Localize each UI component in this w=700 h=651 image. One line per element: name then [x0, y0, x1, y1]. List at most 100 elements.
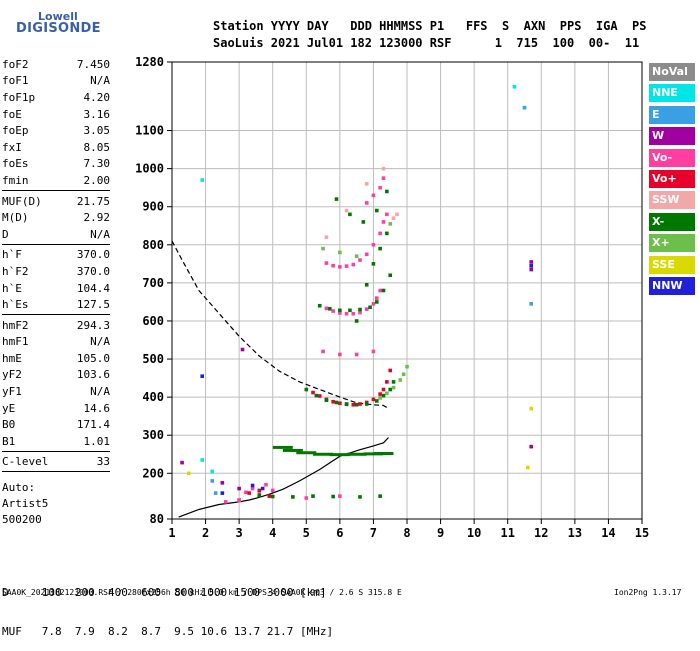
- data-point-vominus: [371, 349, 376, 354]
- param-name: yE: [2, 401, 16, 415]
- data-point-vominus: [304, 496, 309, 500]
- parameter-table: foF2 7.450 foF1 N/A foF1p 4.20 foE 3.16 foEp 3.05…: [2, 56, 110, 474]
- header-row-1: Station YYYY DAY DDD HHMMSS P1 FFS S AXN…: [213, 19, 647, 33]
- data-point-vominus: [237, 498, 241, 503]
- data-point-xminus: [388, 387, 393, 392]
- data-point-voplus: [388, 368, 393, 373]
- param-row: foEs 7.30: [2, 156, 110, 173]
- y-tick-label: 300: [142, 428, 164, 442]
- y-tick-label: 500: [142, 352, 164, 366]
- logo-lowell: Lowell: [38, 10, 78, 23]
- x-tick-label: 15: [635, 526, 649, 540]
- param-row: h`F 370.0: [2, 247, 110, 264]
- auto-label: Auto:: [2, 481, 36, 494]
- param-value: 1.01: [83, 434, 111, 448]
- x-tick-label: 7: [370, 526, 377, 540]
- muf-table: D 100 200 400 600 800 1000 1500 3000 [km…: [2, 560, 333, 651]
- e-trace-point: [329, 453, 350, 457]
- param-name: fxI: [2, 140, 22, 154]
- data-point-vominus: [364, 201, 369, 205]
- data-point-vominus: [374, 296, 379, 300]
- data-point-xplus: [321, 246, 325, 251]
- y-tick-label: 900: [142, 200, 164, 214]
- data-point-xminus: [331, 494, 335, 499]
- legend-item-nnw: NNW: [649, 276, 695, 295]
- x-tick-label: 3: [236, 526, 243, 540]
- data-point-w: [180, 460, 184, 465]
- param-value: 370.0: [76, 248, 110, 262]
- param-value: 294.3: [76, 318, 110, 332]
- data-point-xplus: [354, 254, 359, 259]
- param-name: foE: [2, 107, 22, 121]
- param-value: 14.6: [83, 401, 111, 415]
- data-point-vominus: [371, 193, 376, 198]
- data-point-ssw: [391, 216, 396, 220]
- data-point-vominus: [364, 307, 369, 311]
- auto-code: 500200: [2, 513, 42, 526]
- data-point-vominus: [338, 311, 342, 315]
- data-point-xminus: [257, 493, 262, 498]
- x-tick-label: 1: [168, 526, 175, 540]
- param-row: h`F2 370.0: [2, 263, 110, 280]
- data-point-e: [210, 479, 215, 483]
- data-point-vominus: [371, 302, 376, 306]
- param-row: B1 1.01: [2, 433, 110, 450]
- data-point-voplus: [385, 380, 389, 384]
- data-point-xminus: [378, 494, 382, 498]
- param-name: hmE: [2, 351, 22, 365]
- legend-item-ssw: SSW: [649, 191, 695, 210]
- data-point-ssw: [344, 208, 349, 213]
- data-point-voplus: [317, 394, 322, 398]
- data-point-xplus: [398, 378, 403, 382]
- legend-item-nne: NNE: [649, 84, 695, 103]
- e-trace-point: [313, 452, 334, 456]
- param-name: foF1p: [2, 90, 36, 104]
- data-point-xminus: [385, 231, 389, 236]
- param-row: yF1 N/A: [2, 383, 110, 400]
- y-tick-label: 600: [142, 314, 164, 328]
- data-point-xminus: [374, 300, 379, 304]
- legend-item-e: E: [649, 105, 695, 124]
- data-point-voplus: [371, 397, 376, 402]
- data-point-voplus: [247, 491, 252, 495]
- data-point-xminus: [317, 303, 322, 308]
- param-value: 103.6: [76, 368, 110, 382]
- x-tick-label: 9: [437, 526, 444, 540]
- data-point-e: [522, 105, 527, 110]
- data-point-sse: [526, 465, 530, 470]
- data-point-vominus: [378, 185, 382, 190]
- data-point-xminus: [291, 495, 295, 499]
- data-point-nne: [210, 469, 215, 474]
- param-name: C-level: [2, 455, 49, 469]
- param-value: 4.20: [83, 90, 111, 104]
- data-point-xplus: [378, 396, 382, 400]
- legend-item-vominus: Vo-: [649, 148, 695, 167]
- param-separator: [2, 471, 110, 473]
- param-row: h`Es 127.5: [2, 296, 110, 313]
- param-name: h`Es: [2, 298, 29, 312]
- param-value: 171.4: [76, 418, 110, 432]
- data-point-vominus: [324, 261, 329, 265]
- data-point-vominus: [338, 494, 342, 498]
- param-name: yF2: [2, 368, 22, 382]
- x-tick-label: 5: [303, 526, 310, 540]
- data-point-xminus: [334, 400, 339, 405]
- auto-program: Artist5: [2, 497, 49, 510]
- data-point-vominus: [244, 490, 248, 495]
- footer-file-info: SAA0K_2021182123000.RSF / 280fx256h 50 k…: [2, 588, 402, 597]
- data-point-nnw: [260, 486, 265, 491]
- param-row: fmin 2.00: [2, 172, 110, 189]
- data-point-vominus: [331, 263, 335, 268]
- data-point-vominus: [270, 488, 275, 493]
- data-point-vominus: [321, 349, 325, 354]
- param-name: h`F: [2, 248, 22, 262]
- param-name: h`E: [2, 281, 22, 295]
- data-point-e: [529, 302, 534, 306]
- data-point-vominus: [324, 306, 329, 311]
- muf-value-row: MUF 7.8 7.9 8.2 8.7 9.5 10.6 13.7 21.7 […: [2, 625, 334, 638]
- header-row-2: SaoLuis 2021 Jul01 182 123000 RSF 1 715 …: [213, 36, 640, 50]
- param-name: B1: [2, 434, 16, 448]
- param-separator: [2, 450, 110, 452]
- data-point-xminus: [314, 393, 319, 398]
- data-point-vominus: [338, 352, 342, 357]
